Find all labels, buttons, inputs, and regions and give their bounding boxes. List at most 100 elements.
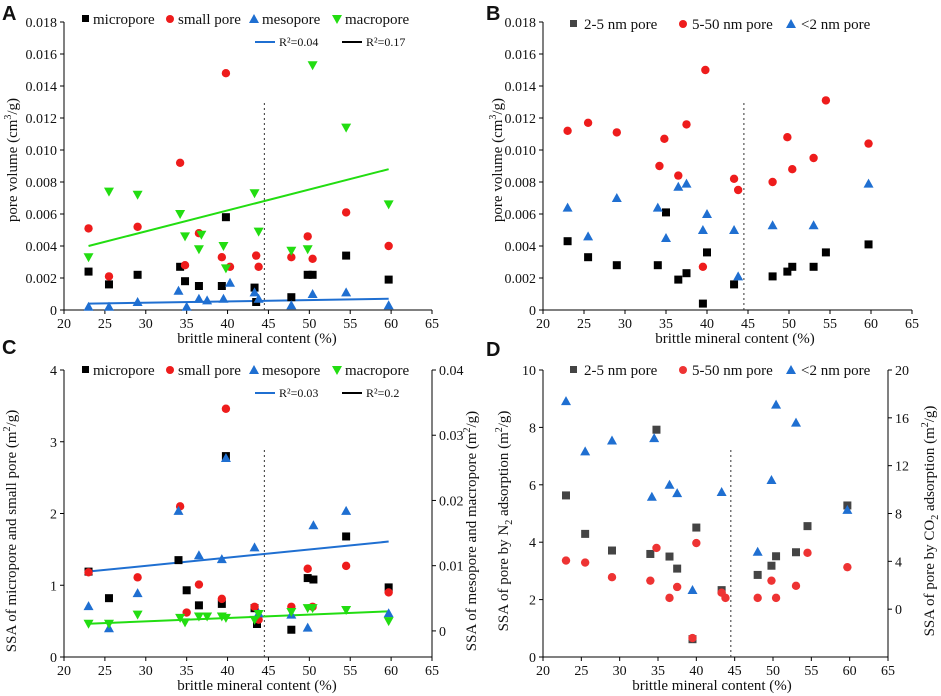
panel-b-point-2-5-nm-pore xyxy=(584,253,593,262)
panel-c-y-tick-label-right: 0.04 xyxy=(439,364,464,379)
panel-d-point-5-50-nm-pore xyxy=(791,581,801,591)
legend-c-micropore-swatch xyxy=(82,366,89,373)
panel-a-x-tick-label: 55 xyxy=(343,317,357,332)
panel-c-point-mesopore xyxy=(132,588,143,598)
legend-small-pore-label: small pore xyxy=(178,12,241,28)
panel-c-point-mesopore xyxy=(220,453,231,463)
panel-c-point-small-pore xyxy=(221,404,231,413)
panel-b-point--2-nm-pore xyxy=(611,193,622,202)
legend-5-50nm-swatch xyxy=(679,20,687,28)
panel-a-point-small-pore xyxy=(308,254,317,263)
panel-c-x-tick-label: 45 xyxy=(261,664,275,679)
panel-d-y-tick-label: 2 xyxy=(529,594,536,609)
panel-b-y-tick-label: 0.016 xyxy=(505,48,537,63)
panel-b-point-5-50-nm-pore xyxy=(698,262,708,271)
panel-c-plot: 20 25 30 35 40 45 50 55 60 650123400.010.020.030.… xyxy=(50,364,464,679)
panel-d-point-2-5-nm-pore xyxy=(665,552,674,561)
panel-c-point-small-pore xyxy=(133,573,142,582)
panel-d-point-5-50-nm-pore xyxy=(580,558,590,567)
panel-c-ylabel-right: SSA of mesopore and macropore (m2/g) xyxy=(462,411,480,651)
panel-c-point-macropore xyxy=(103,619,114,629)
panel-d-point-2-5-nm-pore xyxy=(652,425,661,434)
panel-d-point-5-50-nm-pore xyxy=(803,548,812,558)
panel-b-point-5-50-nm-pore xyxy=(701,65,710,75)
panel-c-y-tick-label-right: 0.03 xyxy=(439,429,464,444)
panel-c-point-small-pore xyxy=(303,564,312,573)
panel-a-point-mesopore xyxy=(103,301,114,311)
panel-c-point-micropore xyxy=(104,594,113,603)
panel-c-point-mesopore xyxy=(83,601,94,611)
panel-b-point--2-nm-pore xyxy=(697,225,708,234)
panel-d-point-5-50-nm-pore xyxy=(843,562,852,572)
panel-a-point-mesopore xyxy=(225,277,236,287)
legend-2-5nm-swatch xyxy=(570,20,577,27)
panel-a-ylabel: pore volume (cm3/g) xyxy=(3,98,21,222)
panel-d-y-tick-label-right: 16 xyxy=(895,412,909,427)
panel-a-point-small-pore xyxy=(251,251,261,260)
legend-2-5nm-label: 2-5 nm pore xyxy=(584,17,658,33)
panel-c-y-tick-label: 0 xyxy=(50,651,57,666)
panel-a-point-macropore xyxy=(220,264,231,274)
panel-c-point-mesopore xyxy=(249,542,260,552)
panel-a-point-mesopore xyxy=(202,295,213,305)
panel-d-x-tick-label: 30 xyxy=(613,664,627,679)
panel-b-point-2-5-nm-pore xyxy=(730,280,739,289)
panel-d-point--2-nm-pore xyxy=(646,491,657,501)
panel-c-x-tick-label: 40 xyxy=(221,664,235,679)
panel-a-point-macropore xyxy=(175,210,186,219)
panel-c-fit-line-macropore xyxy=(88,610,389,625)
panel-d-xlabel: brittle mineral content (%) xyxy=(632,678,792,694)
panel-b-x-tick-label: 20 xyxy=(536,317,550,332)
panel-a-x-tick-label: 65 xyxy=(425,317,439,332)
panel-c-legend: micropore small pore mesopore macropore … xyxy=(82,363,409,400)
panel-c-point-micropore xyxy=(252,619,261,628)
panel-b-point-5-50-nm-pore xyxy=(864,139,873,148)
panel-d-point--2-nm-pore xyxy=(580,446,591,456)
panel-a-point-micropore xyxy=(303,270,312,279)
legend-d-5-50nm-label: 5-50 nm pore xyxy=(692,363,773,379)
panel-c-point-macropore xyxy=(249,615,260,625)
panel-c-y-tick-label-right: 0 xyxy=(439,625,446,640)
panel-c-point-micropore xyxy=(182,586,191,595)
panel-c-y-tick-label: 1 xyxy=(50,579,57,594)
panel-c-point-macropore xyxy=(383,617,394,627)
panel-b-point-5-50-nm-pore xyxy=(783,133,792,142)
panel-a-xlabel: brittle mineral content (%) xyxy=(177,331,337,347)
panel-d-point-5-50-nm-pore xyxy=(688,633,697,643)
legend-lt2nm-swatch xyxy=(786,19,796,28)
panel-b-x-tick-label: 50 xyxy=(782,317,796,332)
panel-a-y-tick-label: 0.016 xyxy=(26,48,58,63)
panel-b-point-5-50-nm-pore xyxy=(583,118,593,128)
panel-a-legend: micropore small pore mesopore macropore … xyxy=(82,12,409,49)
panel-a-point-macropore xyxy=(132,190,143,200)
panel-c-x-tick-label: 20 xyxy=(57,664,71,679)
panel-d-point-5-50-nm-pore xyxy=(652,543,661,553)
panel-d-point--2-nm-pore xyxy=(607,435,617,445)
panel-c-point-macropore xyxy=(253,609,264,619)
panel-b-point-2-5-nm-pore xyxy=(788,262,797,271)
legend-c-small-pore-swatch xyxy=(166,366,174,374)
panel-d-point--2-nm-pore xyxy=(649,433,660,443)
panel-d-point--2-nm-pore xyxy=(672,488,683,498)
panel-a-point-macropore xyxy=(180,232,191,242)
panel-b-letter: B xyxy=(486,3,500,25)
panel-b-x-tick-label: 65 xyxy=(905,317,919,332)
panel-a-point-macropore xyxy=(302,245,313,255)
panel-a-fit-line-mesopore xyxy=(88,297,389,305)
panel-b-point-2-5-nm-pore xyxy=(703,248,711,257)
panel-d-x-tick-label: 60 xyxy=(843,664,857,679)
panel-c-fit-line-mesopore xyxy=(88,540,389,573)
panel-d-point-2-5-nm-pore xyxy=(581,529,590,538)
panel-d-point-5-50-nm-pore xyxy=(646,576,655,585)
panel-c-point-macropore xyxy=(193,612,204,622)
panel-d-point-5-50-nm-pore xyxy=(561,556,571,565)
panel-d-point-2-5-nm-pore xyxy=(562,491,570,500)
panel-d-point-2-5-nm-pore xyxy=(803,522,812,531)
panel-a-point-mesopore xyxy=(383,300,394,310)
panel-c-point-mesopore xyxy=(341,505,352,515)
panel-a-plot: 20 25 30 35 40 45 50 55 60 65 0 0.002 0.004 0.006 0.00… xyxy=(26,16,440,332)
panel-c-point-mesopore xyxy=(383,608,394,618)
panel-d-point-2-5-nm-pore xyxy=(753,570,762,579)
panel-a-point-mesopore xyxy=(341,287,352,297)
panel-d-y-tick-label: 0 xyxy=(529,651,536,666)
